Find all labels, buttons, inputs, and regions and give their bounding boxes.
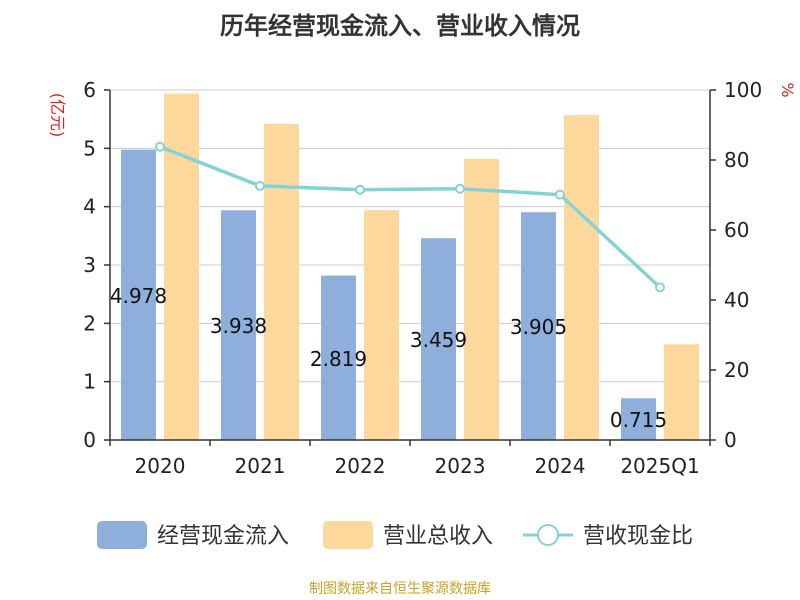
right-tick-label: 0 <box>724 428 737 452</box>
ratio-point <box>155 141 165 152</box>
ratio-point <box>255 180 265 191</box>
right-tick-label: 80 <box>724 148 749 172</box>
right-tick-label: 100 <box>724 78 762 102</box>
left-tick-label: 3 <box>83 253 96 277</box>
left-tick-label: 5 <box>83 136 96 160</box>
ratio-point <box>355 184 365 195</box>
left-axis-unit: (亿元) <box>48 93 67 138</box>
bar-data-label: 3.938 <box>210 314 267 338</box>
legend-label: 营业总收入 <box>383 524 493 549</box>
bar-revenue <box>464 158 499 441</box>
bars <box>121 93 699 441</box>
bar-cash-inflow <box>621 398 656 440</box>
left-tick-label: 2 <box>83 311 96 335</box>
bar-cash-inflow <box>421 238 456 440</box>
x-tick-label: 2024 <box>535 454 586 478</box>
right-axis-unit: % <box>778 82 797 97</box>
x-tick-label: 2023 <box>435 454 486 478</box>
bar-cash-inflow <box>321 275 356 440</box>
legend-label: 营收现金比 <box>583 524 693 549</box>
legend-swatch-revenue <box>323 521 373 549</box>
bar-revenue <box>164 93 199 440</box>
left-tick-label: 4 <box>83 195 96 219</box>
bar-cash-inflow <box>121 149 156 440</box>
bar-data-label: 2.819 <box>310 347 367 371</box>
x-tick-label: 2022 <box>335 454 386 478</box>
data-source-note: 制图数据来自恒生聚源数据库 <box>309 581 491 597</box>
bar-data-label: 3.459 <box>410 328 467 352</box>
bar-revenue <box>664 344 699 440</box>
ratio-point <box>655 282 665 293</box>
ratio-point <box>455 183 465 194</box>
ratio-point <box>555 189 565 200</box>
bar-labels: 4.978 3.938 2.819 3.459 3.905 0.715 <box>110 284 667 432</box>
bar-data-label: 4.978 <box>110 284 167 308</box>
ratio-line-path <box>159 145 662 289</box>
bar-data-label: 0.715 <box>610 408 667 432</box>
right-tick-label: 20 <box>724 358 749 382</box>
bar-cash-inflow <box>521 212 556 440</box>
bar-data-label: 3.905 <box>510 315 567 339</box>
legend-swatch-ratio-marker <box>537 524 559 546</box>
legend: 经营现金流入 营业总收入 营收现金比 <box>97 521 693 549</box>
right-tick-label: 40 <box>724 288 749 312</box>
left-tick-label: 0 <box>83 428 96 452</box>
left-tick-label: 6 <box>83 78 96 102</box>
bar-revenue <box>364 210 399 440</box>
x-tick-label: 2025Q1 <box>620 454 699 478</box>
legend-swatch-cash-inflow <box>97 521 147 549</box>
legend-label: 经营现金流入 <box>157 524 289 549</box>
bar-revenue <box>564 115 599 440</box>
gridlines <box>110 89 710 441</box>
left-tick-label: 1 <box>83 370 96 394</box>
chart-title: 历年经营现金流入、营业收入情况 <box>220 12 580 40</box>
x-tick-label: 2021 <box>235 454 286 478</box>
bar-revenue <box>264 123 299 440</box>
x-tick-label: 2020 <box>135 454 186 478</box>
bar-cash-inflow <box>221 210 256 440</box>
right-tick-label: 60 <box>724 218 749 242</box>
ratio-line <box>155 141 665 293</box>
